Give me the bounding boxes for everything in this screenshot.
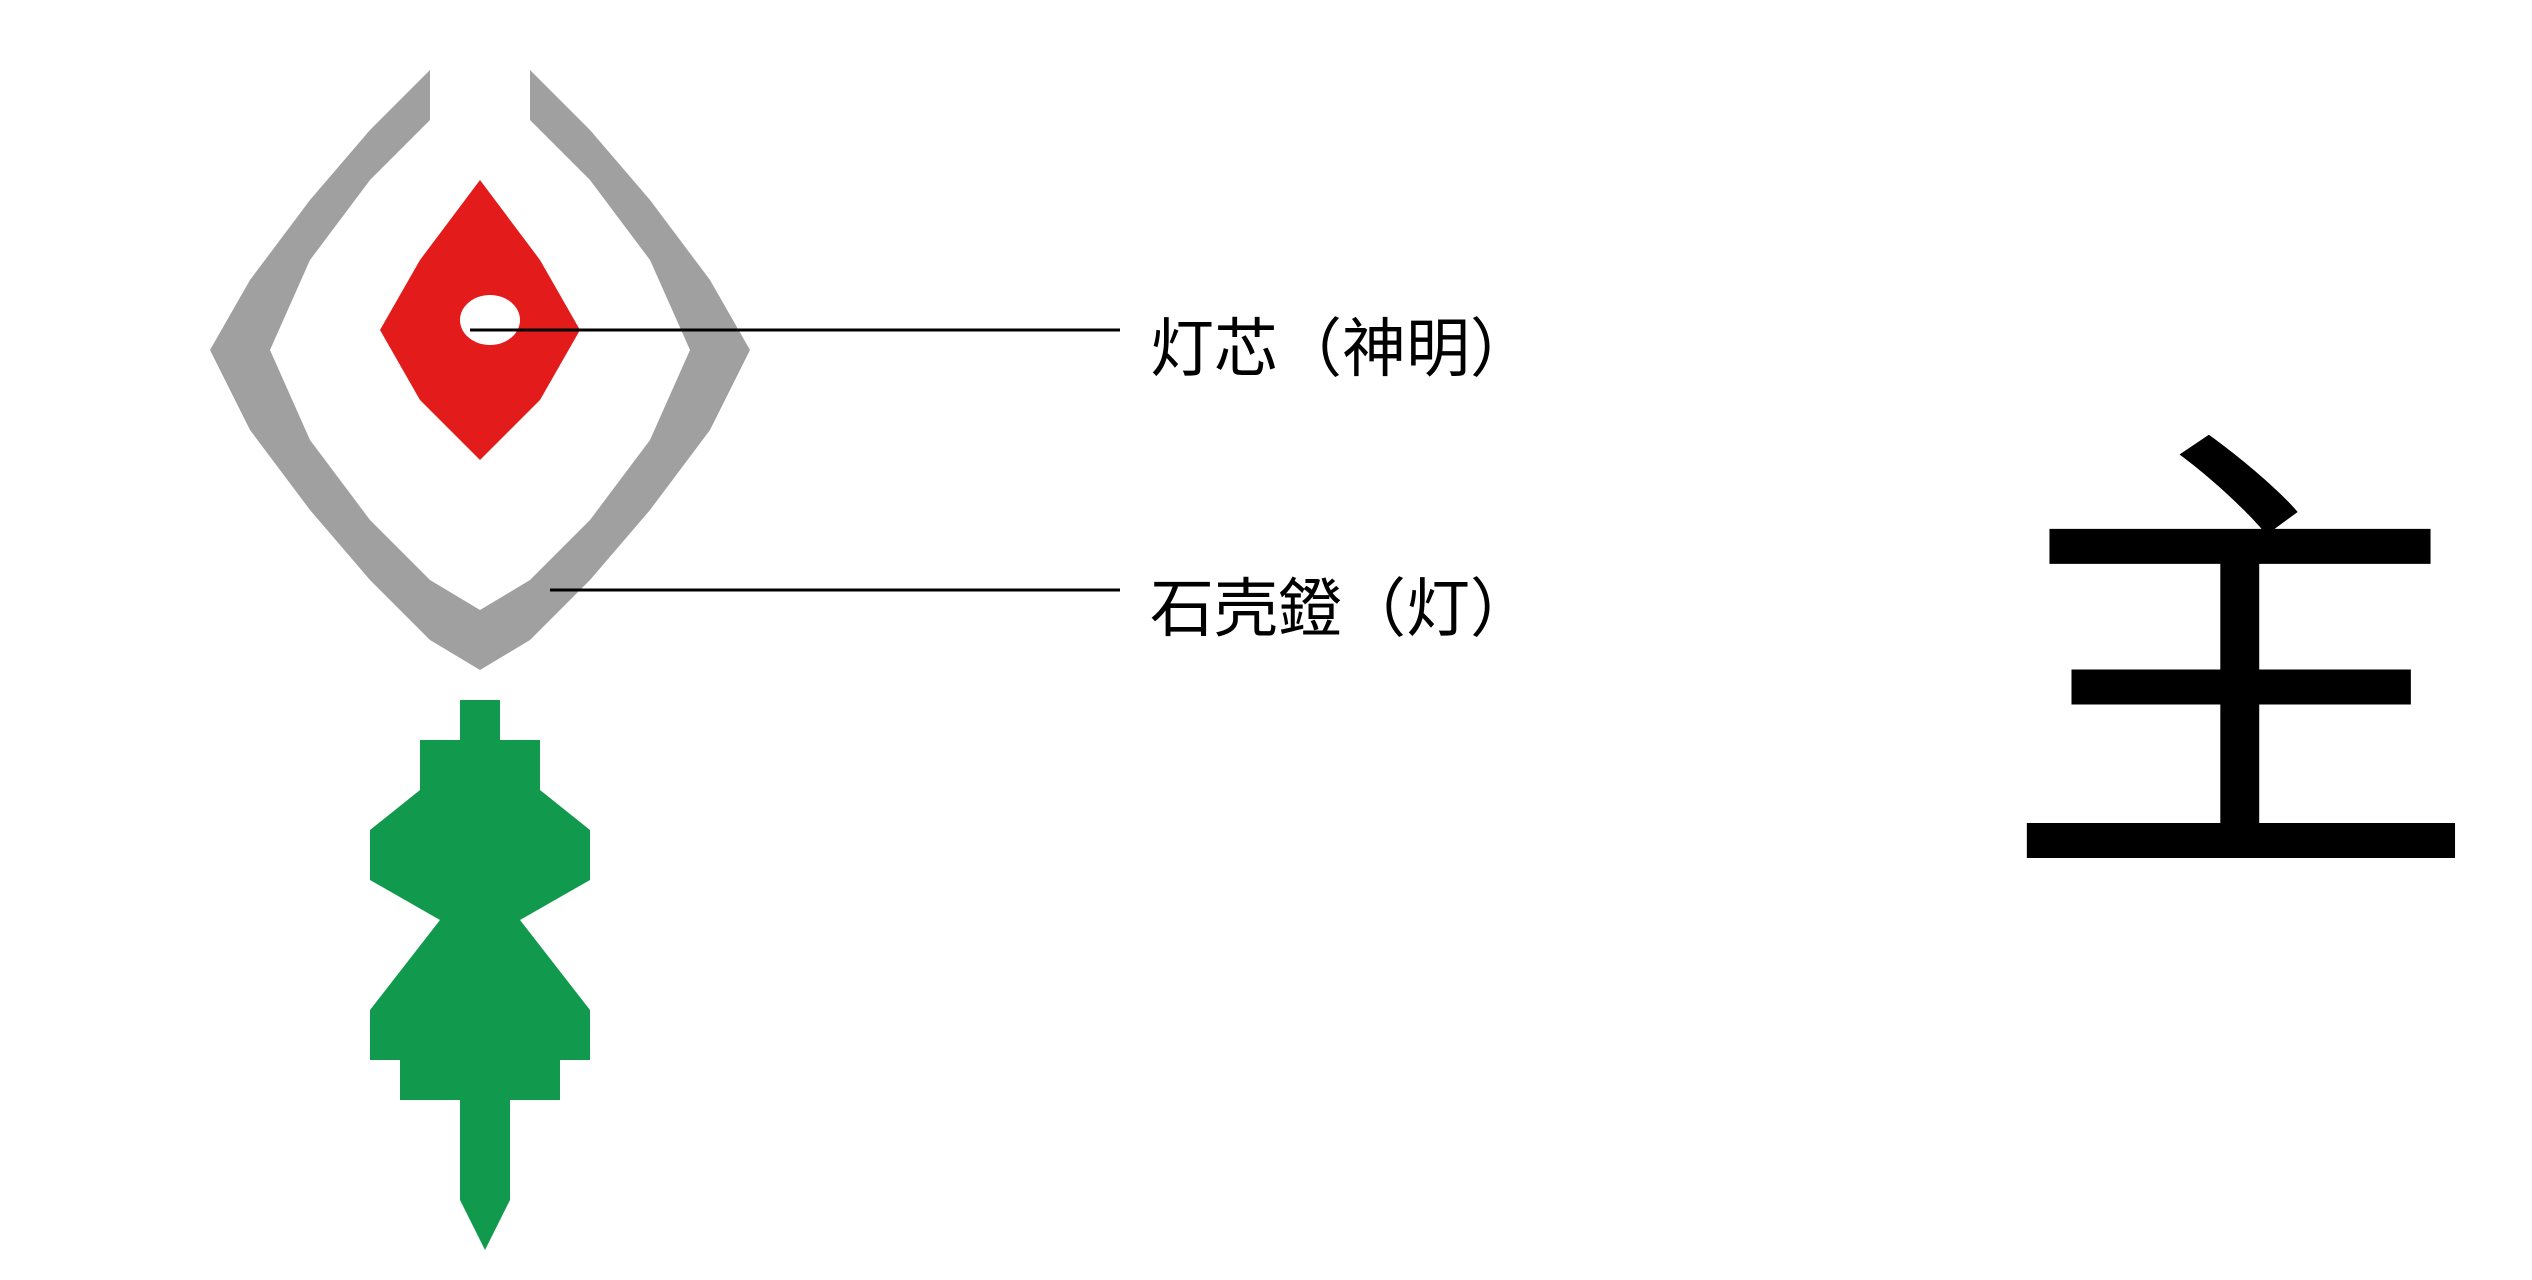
flame-wick — [380, 180, 580, 460]
lamp-stand — [370, 700, 590, 1250]
annotation-label-wick: 灯芯（神明） — [1150, 298, 1534, 390]
annotation-label-lamp: 石壳鐙（灯） — [1150, 558, 1534, 650]
modern-character: 主 — [2000, 280, 2480, 975]
